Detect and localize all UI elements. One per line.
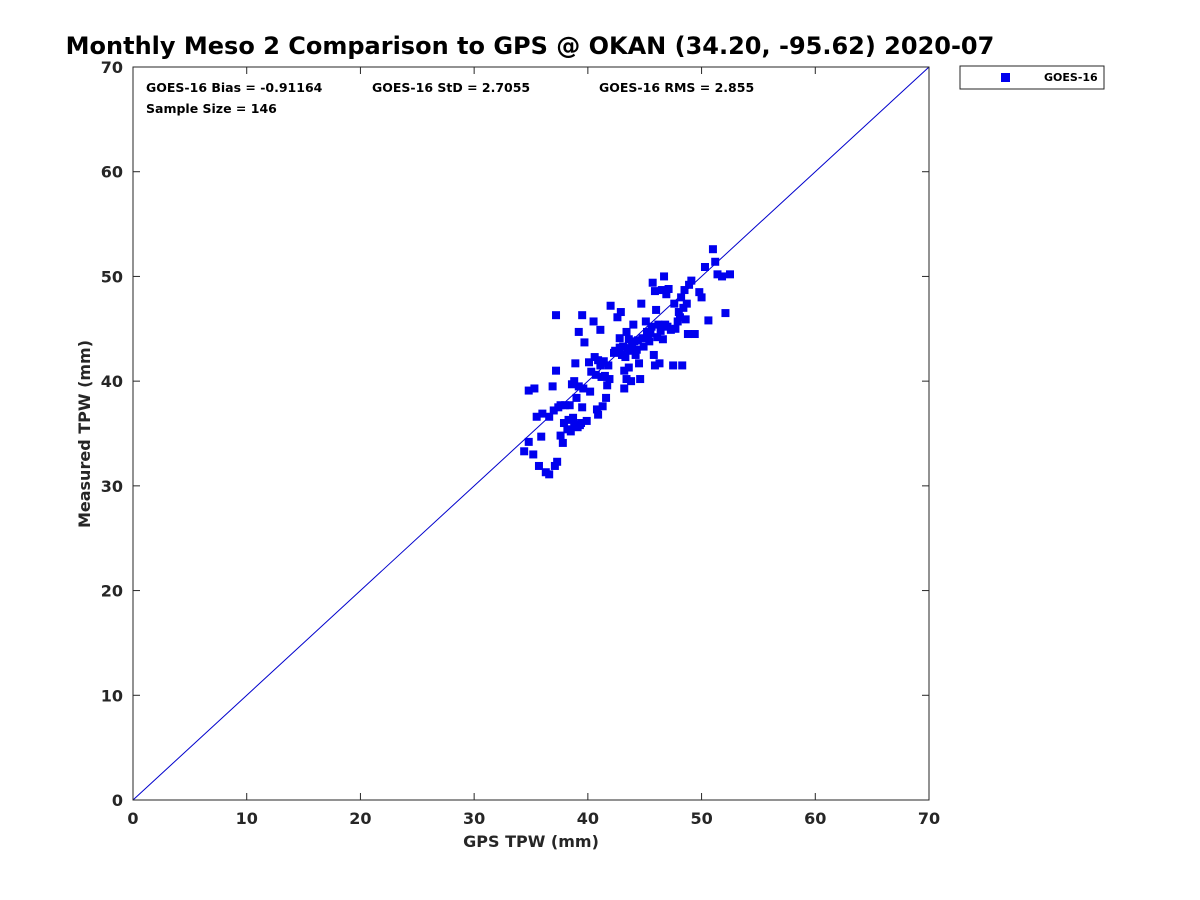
- data-point: [709, 245, 717, 253]
- legend: GOES-16: [960, 66, 1104, 89]
- data-point: [684, 330, 692, 338]
- data-point: [623, 328, 631, 336]
- data-point: [671, 325, 679, 333]
- y-tick-label: 30: [101, 477, 123, 496]
- data-point: [545, 470, 553, 478]
- data-point: [607, 302, 615, 310]
- plot-area: 0 10 20 30 40 50 60 70 0 10 20 30 40 50 60 70: [101, 58, 940, 828]
- data-point: [617, 308, 625, 316]
- data-point: [525, 438, 533, 446]
- y-tick-label: 20: [101, 582, 123, 601]
- data-point: [566, 401, 574, 409]
- data-point: [549, 382, 557, 390]
- x-tick-label: 50: [690, 809, 712, 828]
- data-point: [726, 270, 734, 278]
- data-point: [698, 293, 706, 301]
- legend-marker-square: [1001, 73, 1010, 82]
- data-point: [599, 402, 607, 410]
- data-point: [535, 462, 543, 470]
- data-point: [559, 439, 567, 447]
- data-point: [538, 410, 546, 418]
- data-point: [648, 323, 656, 331]
- data-point: [596, 326, 604, 334]
- y-tick-label: 70: [101, 58, 123, 77]
- data-point: [569, 414, 577, 422]
- data-point: [659, 335, 667, 343]
- data-point: [557, 432, 565, 440]
- chart-title: Monthly Meso 2 Comparison to GPS @ OKAN …: [66, 32, 995, 60]
- x-tick-label: 10: [236, 809, 258, 828]
- data-point: [636, 375, 644, 383]
- sample-size-stat: Sample Size = 146: [146, 101, 277, 116]
- data-point: [637, 300, 645, 308]
- data-point: [583, 417, 591, 425]
- data-point: [633, 346, 641, 354]
- y-tick-label: 50: [101, 267, 123, 286]
- data-point: [635, 359, 643, 367]
- data-point: [552, 311, 560, 319]
- x-tick-label: 0: [127, 809, 138, 828]
- data-point: [594, 411, 602, 419]
- data-point: [552, 367, 560, 375]
- data-point: [530, 384, 538, 392]
- data-point: [651, 287, 659, 295]
- data-point: [553, 458, 561, 466]
- std-stat: GOES-16 StD = 2.7055: [372, 80, 530, 95]
- x-tick-label: 30: [463, 809, 485, 828]
- data-point: [721, 309, 729, 317]
- data-point: [572, 394, 580, 402]
- x-axis-label: GPS TPW (mm): [463, 832, 599, 851]
- data-point: [678, 361, 686, 369]
- data-point: [571, 359, 579, 367]
- data-point: [629, 321, 637, 329]
- data-point: [711, 258, 719, 266]
- data-point: [682, 315, 690, 323]
- data-point: [662, 290, 670, 298]
- data-point: [652, 306, 660, 314]
- x-tick-label: 70: [918, 809, 940, 828]
- data-point: [602, 394, 610, 402]
- data-point: [670, 300, 678, 308]
- data-point: [579, 384, 587, 392]
- data-point: [691, 330, 699, 338]
- y-tick-label: 10: [101, 686, 123, 705]
- data-point: [650, 351, 658, 359]
- data-point: [649, 279, 657, 287]
- y-tick-label: 40: [101, 372, 123, 391]
- legend-label: GOES-16: [1044, 71, 1098, 84]
- data-point: [590, 317, 598, 325]
- data-point: [578, 311, 586, 319]
- x-tick-label: 20: [349, 809, 371, 828]
- x-tick-label: 60: [804, 809, 826, 828]
- data-point: [625, 364, 633, 372]
- data-point: [586, 388, 594, 396]
- rms-stat: GOES-16 RMS = 2.855: [599, 80, 754, 95]
- data-point: [575, 328, 583, 336]
- data-point: [627, 377, 635, 385]
- data-point: [616, 334, 624, 342]
- data-point: [704, 316, 712, 324]
- data-point: [718, 272, 726, 280]
- data-point: [604, 361, 612, 369]
- y-tick-label: 0: [112, 791, 123, 810]
- data-point: [645, 337, 653, 345]
- data-point: [537, 433, 545, 441]
- bias-stat: GOES-16 Bias = -0.91164: [146, 80, 323, 95]
- data-point: [655, 359, 663, 367]
- y-axis-label: Measured TPW (mm): [75, 340, 94, 528]
- data-point: [669, 361, 677, 369]
- data-point: [660, 272, 668, 280]
- data-point: [605, 375, 613, 383]
- data-point: [687, 277, 695, 285]
- data-point: [620, 384, 628, 392]
- data-point: [529, 450, 537, 458]
- data-point: [683, 300, 691, 308]
- data-point: [520, 447, 528, 455]
- data-point: [701, 263, 709, 271]
- y-tick-label: 60: [101, 163, 123, 182]
- data-point: [578, 403, 586, 411]
- x-tick-label: 40: [577, 809, 599, 828]
- data-point: [580, 338, 588, 346]
- scatter-chart: Monthly Meso 2 Comparison to GPS @ OKAN …: [0, 0, 1200, 900]
